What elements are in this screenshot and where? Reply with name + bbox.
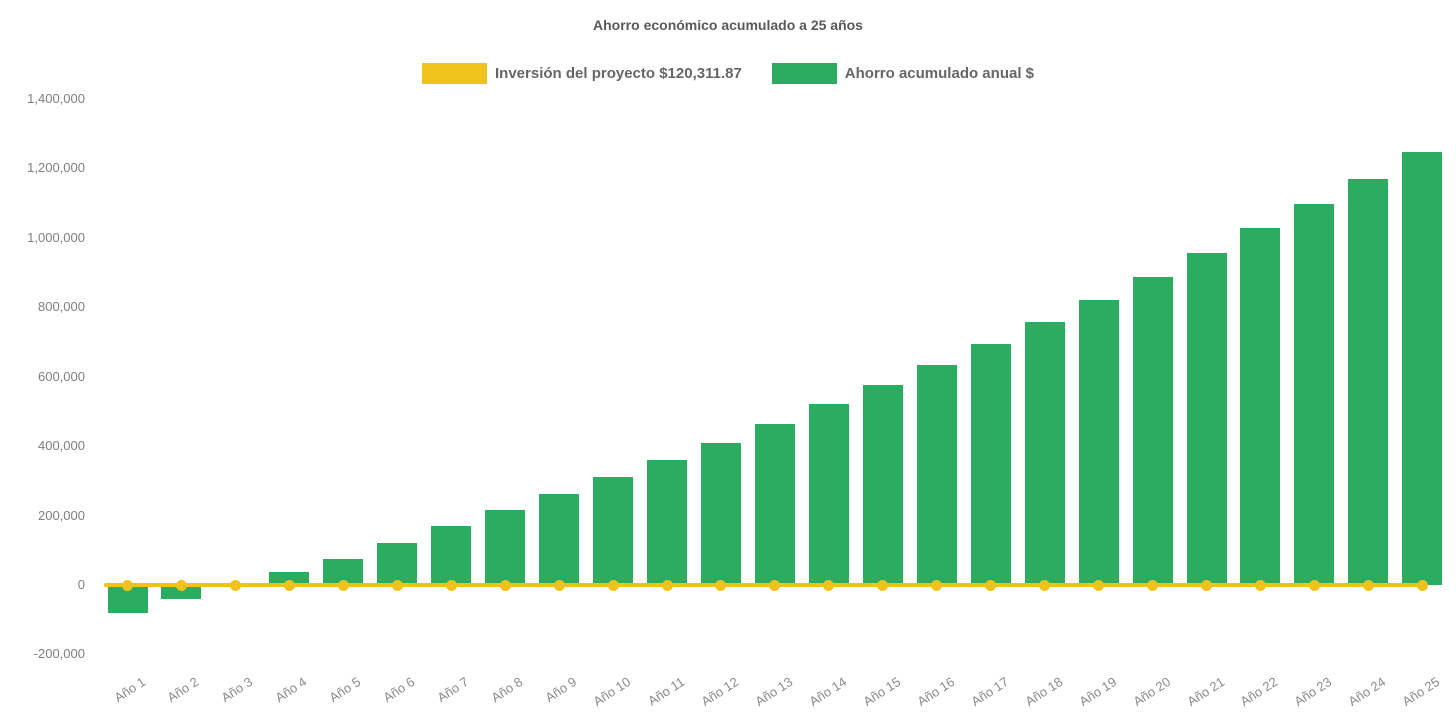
bar-año-9[interactable] (539, 494, 580, 585)
bar-año-11[interactable] (647, 460, 687, 585)
investment-line (104, 582, 1429, 588)
bar-año-24[interactable] (1348, 178, 1389, 585)
bar-año-7[interactable] (431, 526, 472, 585)
investment-point-año-1[interactable] (122, 579, 133, 591)
chart-title: Ahorro económico acumulado a 25 años (593, 17, 863, 33)
investment-point-año-7[interactable] (445, 579, 457, 591)
bar-año-21[interactable] (1186, 252, 1227, 585)
investment-point-año-12[interactable] (715, 579, 727, 591)
investment-point-año-21[interactable] (1201, 579, 1212, 591)
x-tick-label-año-7: Año 7 (434, 674, 472, 706)
x-tick-label-año-9: Año 9 (542, 674, 580, 706)
x-tick-label-año-15: Año 15 (860, 674, 903, 710)
legend-swatch-inversion (422, 63, 487, 84)
x-tick-label-año-23: Año 23 (1291, 674, 1335, 710)
investment-point-año-13[interactable] (769, 579, 781, 591)
bar-año-23[interactable] (1294, 204, 1335, 585)
x-tick-label-año-5: Año 5 (326, 674, 364, 706)
investment-point-año-11[interactable] (661, 579, 673, 591)
x-tick-label-año-20: Año 20 (1129, 674, 1173, 710)
x-tick-label-año-10: Año 10 (590, 674, 634, 710)
investment-point-año-2[interactable] (175, 579, 187, 591)
bar-año-12[interactable] (700, 442, 741, 585)
x-tick-label-año-1: Año 1 (110, 674, 148, 706)
x-tick-label-año-4: Año 4 (272, 674, 310, 706)
x-tick-label-año-8: Año 8 (488, 674, 526, 706)
x-tick-label-año-14: Año 14 (806, 674, 850, 710)
bar-año-19[interactable] (1078, 300, 1119, 585)
y-tick-label: 400,000 (38, 438, 85, 454)
legend-item-ahorro[interactable]: Ahorro acumulado anual $ (771, 63, 1034, 84)
investment-point-año-16[interactable] (931, 579, 943, 591)
x-tick-label-año-2: Año 2 (164, 674, 202, 706)
investment-point-año-25[interactable] (1416, 579, 1428, 591)
investment-point-año-10[interactable] (607, 579, 619, 591)
x-tick-label-año-16: Año 16 (914, 674, 957, 710)
legend-item-inversion[interactable]: Inversión del proyecto $120,311.87 (422, 63, 742, 84)
bar-año-8[interactable] (485, 509, 526, 585)
x-tick-label-año-24: Año 24 (1345, 674, 1389, 710)
bar-año-6[interactable] (377, 542, 418, 585)
x-tick-label-año-17: Año 17 (968, 674, 1011, 710)
bar-año-22[interactable] (1240, 228, 1281, 585)
bar-año-25[interactable] (1402, 152, 1443, 585)
legend: Inversión del proyecto $120,311.87 Ahorr… (0, 63, 1456, 84)
investment-point-año-15[interactable] (877, 579, 889, 591)
investment-point-año-20[interactable] (1147, 579, 1159, 591)
investment-point-año-19[interactable] (1093, 579, 1105, 591)
bar-año-18[interactable] (1024, 322, 1065, 585)
investment-point-año-3[interactable] (229, 579, 241, 591)
y-tick-label: 800,000 (38, 299, 85, 315)
x-tick-label-año-12: Año 12 (698, 674, 742, 710)
x-tick-label-año-11: Año 11 (645, 674, 688, 709)
legend-label-ahorro: Ahorro acumulado anual $ (844, 65, 1034, 82)
bar-año-13[interactable] (754, 423, 795, 585)
bar-año-15[interactable] (862, 384, 903, 585)
x-tick-label-año-6: Año 6 (380, 674, 418, 706)
investment-point-año-18[interactable] (1039, 579, 1051, 591)
investment-point-año-22[interactable] (1254, 579, 1266, 591)
y-tick-label: 1,200,000 (27, 160, 85, 176)
bar-año-17[interactable] (970, 343, 1011, 585)
y-tick-label: 1,400,000 (27, 91, 85, 106)
investment-point-año-4[interactable] (283, 579, 295, 591)
investment-point-año-24[interactable] (1362, 579, 1374, 591)
x-tick-label-año-25: Año 25 (1399, 674, 1443, 710)
x-tick-label-año-19: Año 19 (1076, 674, 1119, 710)
y-tick-label: 200,000 (38, 507, 85, 523)
bar-año-20[interactable] (1132, 276, 1173, 585)
bar-año-14[interactable] (808, 404, 849, 585)
x-tick-label-año-21: Año 21 (1183, 674, 1227, 710)
investment-point-año-6[interactable] (391, 579, 403, 591)
y-tick-label: 0 (77, 577, 85, 592)
bar-año-16[interactable] (916, 364, 957, 585)
x-tick-label-año-18: Año 18 (1022, 674, 1065, 710)
investment-point-año-23[interactable] (1308, 579, 1320, 591)
legend-swatch-ahorro (771, 63, 837, 84)
investment-point-año-17[interactable] (985, 579, 997, 591)
bar-año-4[interactable] (269, 571, 310, 585)
bar-año-2[interactable] (161, 585, 202, 600)
y-tick-label: -200,000 (33, 646, 85, 662)
y-tick-label: 600,000 (38, 368, 85, 384)
bar-año-10[interactable] (593, 477, 634, 585)
y-tick-label: 1,000,000 (27, 229, 85, 245)
x-tick-label-año-22: Año 22 (1237, 674, 1281, 710)
x-tick-label-año-3: Año 3 (218, 674, 256, 706)
legend-label-inversion: Inversión del proyecto $120,311.87 (495, 65, 742, 82)
x-tick-label-año-13: Año 13 (752, 674, 796, 710)
investment-point-año-14[interactable] (823, 579, 835, 591)
investment-point-año-5[interactable] (337, 579, 349, 591)
investment-point-año-8[interactable] (499, 579, 511, 591)
investment-point-año-9[interactable] (553, 579, 565, 591)
